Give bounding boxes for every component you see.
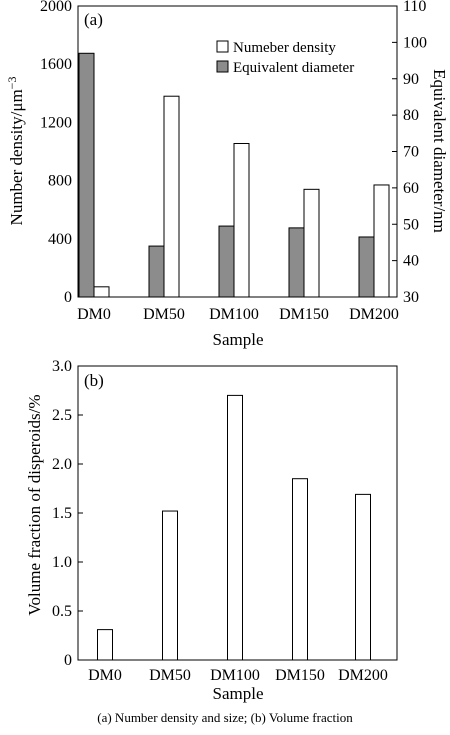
chart-a-left-axis-label-exponent: −3 [5,77,19,90]
chart-a-right-tick-label: 80 [403,107,419,124]
bar-volume-fraction-dm200 [355,493,371,661]
panel-b-label: (b) [84,371,104,390]
chart-b-y-axis-label: Volume fraction of disperoids/% [25,394,44,615]
chart-b-x-tick-label: DM200 [338,667,388,684]
chart-a-left-tick-label: 0 [64,289,72,306]
chart-a-left-tick-label: 2000 [40,0,72,15]
bar-equivalent-diameter-dm150 [288,227,305,298]
chart-a: (a) Sample Number density/μm−3 Equivalen… [5,0,449,349]
chart-b: (b) Sample Volume fraction of disperoids… [25,358,398,703]
chart-a-right-tick-label: 30 [403,289,419,306]
chart-a-left-axis-label-text: Number density/μm [7,89,26,225]
bar-volume-fraction-dm100 [227,394,243,661]
chart-a-right-axis-label: Equivalent diameter/nm [430,69,449,233]
chart-a-x-tick-label: DM200 [349,306,399,323]
chart-a-right-tick-label: 100 [403,34,427,51]
chart-a-left-tick-label: 800 [48,173,72,190]
bar-number-density-dm200 [373,184,390,298]
chart-a-right-tick-label: 50 [403,216,419,233]
legend-label-equivalent-diameter: Equivalent diameter [233,60,354,76]
legend-swatch-number-density [216,40,229,53]
chart-b-y-tick-label: 1.0 [52,554,72,571]
chart-a-x-tick-label: DM0 [77,306,111,323]
chart-a-left-tick-label: 1200 [40,114,72,131]
bar-equivalent-diameter-dm100 [218,225,235,298]
chart-b-x-tick-label: DM50 [149,667,191,684]
chart-a-right-tick-label: 70 [403,144,419,161]
chart-a-right-tick-label: 90 [403,71,419,88]
legend-swatch-equivalent-diameter [216,60,229,73]
chart-b-y-tick-label: 2.5 [52,407,72,424]
chart-a-right-tick-label: 60 [403,180,419,197]
bar-equivalent-diameter-dm50 [148,245,165,298]
chart-a-right-tick-label: 110 [403,0,426,15]
bar-equivalent-diameter-dm0 [78,52,95,298]
legend-label-number-density: Numeber density [233,40,336,56]
panel-a-label: (a) [84,10,103,29]
chart-b-y-tick-label: 3.0 [52,358,72,375]
chart-b-x-tick-label: DM0 [88,667,122,684]
bar-number-density-dm50 [163,95,180,298]
chart-b-y-tick-label: 2.0 [52,456,72,473]
chart-a-x-tick-label: DM100 [209,306,259,323]
chart-b-x-tick-label: DM150 [275,667,325,684]
chart-b-x-tick-label: DM100 [210,667,260,684]
chart-b-y-tick-label: 0.5 [52,603,72,620]
chart-a-left-axis-label: Number density/μm−3 [5,77,26,226]
bar-volume-fraction-dm150 [292,478,308,661]
bar-equivalent-diameter-dm200 [358,236,375,298]
bar-number-density-dm100 [233,142,250,298]
bar-number-density-dm150 [303,188,320,298]
chart-a-left-tick-label: 400 [48,231,72,248]
chart-a-x-tick-label: DM50 [143,306,185,323]
bar-number-density-dm0 [93,286,110,298]
chart-a-x-axis-label: Sample [213,330,264,349]
chart-a-left-tick-label: 1600 [40,56,72,73]
bar-volume-fraction-dm50 [162,510,178,661]
chart-a-x-tick-label: DM150 [279,306,329,323]
chart-b-y-tick-label: 1.5 [52,505,72,522]
chart-b-x-axis-label: Sample [213,684,264,703]
figure-caption: (a) Number density and size; (b) Volume … [97,710,353,725]
chart-a-right-tick-label: 40 [403,253,419,270]
chart-b-y-tick-label: 0 [64,652,72,669]
bar-volume-fraction-dm0 [97,629,113,661]
